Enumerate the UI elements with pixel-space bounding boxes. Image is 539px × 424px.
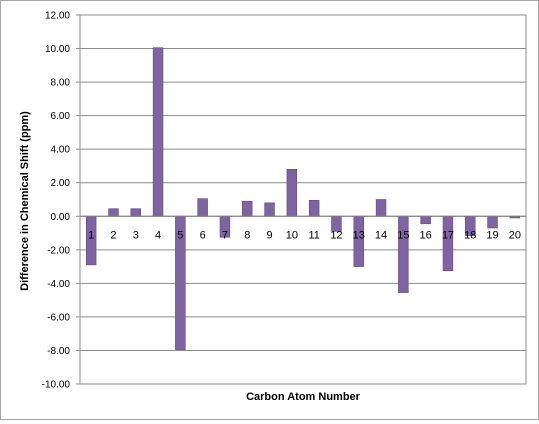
- x-tick-label: 5: [177, 229, 183, 241]
- bar-carbon-16: [420, 215, 431, 225]
- x-tick-label: 9: [266, 229, 272, 241]
- bar-carbon-3: [130, 208, 141, 217]
- bar-carbon-2: [108, 208, 119, 217]
- y-tick-label: -2.00: [47, 245, 70, 256]
- y-tick-label: 4.00: [51, 145, 71, 156]
- x-tick-label: 13: [353, 229, 365, 241]
- y-tick-label: -8.00: [47, 346, 70, 357]
- x-tick-label: 14: [375, 229, 387, 241]
- y-tick-labels: 12.00 10.00 8.00 6.00 4.00 2.00 0.00 -2.00 -4.00…: [42, 11, 71, 391]
- x-axis-label: Carbon Atom Number: [246, 391, 361, 403]
- gridlines: [76, 14, 527, 385]
- x-tick-label: 15: [397, 229, 409, 241]
- x-tick-label: 17: [442, 229, 454, 241]
- y-axis-label: Difference in Chemical Shift (ppm): [19, 111, 31, 291]
- bar-carbon-14: [375, 199, 387, 217]
- x-tick-label: 8: [244, 229, 250, 241]
- y-tick-label: 10.00: [45, 44, 70, 55]
- x-tick-label: 10: [286, 229, 298, 241]
- y-tick-label: -4.00: [47, 279, 70, 290]
- y-tick-label: -10.00: [42, 380, 71, 391]
- plot-area-border: [79, 14, 527, 385]
- y-tick-label: 6.00: [51, 111, 71, 122]
- y-tick-label: -6.00: [47, 312, 70, 323]
- x-tick-label: 2: [110, 229, 116, 241]
- x-tick-label: 1: [88, 229, 94, 241]
- y-tick-label: 8.00: [51, 78, 71, 89]
- x-tick-label: 4: [155, 229, 161, 241]
- x-tick-label: 6: [200, 229, 206, 241]
- bar-carbon-11: [308, 200, 320, 217]
- x-tick-label: 7: [222, 229, 228, 241]
- bar-carbon-19: [487, 215, 498, 229]
- bar-carbon-8: [242, 200, 253, 217]
- x-tick-label: 3: [133, 229, 139, 241]
- x-tick-label: 20: [509, 229, 521, 241]
- x-tick-label: 18: [464, 229, 476, 241]
- bar-carbon-10: [286, 169, 298, 217]
- x-tick-label: 16: [420, 229, 432, 241]
- bar-carbon-4: [152, 47, 164, 217]
- x-tick-label: 19: [486, 229, 498, 241]
- bar-carbon-17: [442, 215, 454, 272]
- bar-carbon-15: [398, 215, 409, 293]
- bar-carbon-6: [197, 198, 208, 217]
- bar-carbon-13: [353, 215, 364, 267]
- y-tick-label: 0.00: [51, 212, 71, 223]
- bars: [80, 47, 526, 350]
- y-tick-label: 2.00: [51, 178, 71, 189]
- y-tick-label: 12.00: [45, 11, 70, 22]
- x-tick-label: 12: [330, 229, 342, 241]
- x-tick-labels: 1 2 3 4 5 6 7 8 9 10 11 12 13 14 15 16 17 18 19 20: [88, 229, 521, 241]
- x-tick-label: 11: [308, 229, 319, 241]
- bar-carbon-9: [264, 202, 275, 217]
